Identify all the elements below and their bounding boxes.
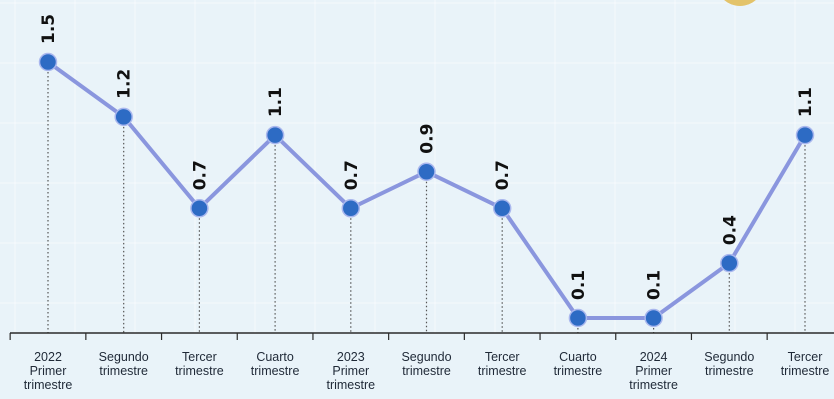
value-label: 0.1: [569, 270, 589, 300]
value-label: 0.7: [342, 160, 362, 190]
x-tick-label-line: Tercer: [788, 350, 823, 364]
x-tick-label: Segundo trimestre: [401, 350, 451, 378]
x-tick-label-line: trimestre: [99, 364, 148, 378]
x-tick-label-line: Segundo: [99, 350, 149, 364]
x-tick-label-line: 2024: [640, 350, 668, 364]
data-point: [114, 107, 133, 127]
x-tick-label-line: trimestre: [175, 364, 224, 378]
value-label: 1.2: [115, 69, 135, 99]
value-label: 0.9: [418, 124, 438, 154]
data-markers: [38, 52, 815, 328]
x-tick-label-line: Tercer: [485, 350, 520, 364]
x-tick-label-line: Tercer: [182, 350, 217, 364]
data-point: [492, 199, 512, 218]
x-tick-label-line: Segundo: [401, 350, 451, 364]
value-label: 1.5: [39, 14, 59, 44]
x-tick-label: Tercer trimestre: [478, 350, 527, 378]
x-tick-label-line: trimestre: [478, 364, 527, 378]
value-label: 0.4: [720, 215, 740, 245]
x-tick-label-line: trimestre: [251, 364, 300, 378]
x-tick-label: Cuarto trimestre: [251, 350, 300, 378]
value-label: 0.7: [190, 160, 210, 190]
data-point: [265, 125, 285, 145]
data-point: [417, 162, 436, 181]
x-axis: [9, 332, 834, 340]
x-tick-label: Tercer trimestre: [781, 350, 830, 378]
x-tick-label-line: trimestre: [554, 364, 603, 378]
x-tick-label-line: trimestre: [629, 378, 678, 392]
coin-decoration: [724, 0, 756, 6]
x-tick-label-line: Cuarto: [256, 350, 294, 364]
value-label: 0.7: [493, 160, 513, 190]
data-point: [644, 308, 663, 328]
x-tick-label: 2023 Primer trimestre: [326, 350, 375, 392]
x-tick-label: Cuarto trimestre: [554, 350, 603, 378]
x-tick-label-line: 2022: [34, 350, 62, 364]
data-point: [795, 125, 815, 145]
x-tick-label: Tercer trimestre: [175, 350, 224, 378]
value-label: 0.1: [645, 270, 665, 300]
x-tick-label-line: Primer: [635, 364, 672, 378]
data-point: [341, 199, 361, 218]
x-tick-label-line: Primer: [30, 364, 67, 378]
x-tick-label-line: Primer: [332, 364, 369, 378]
x-tick-label: 2022 Primer trimestre: [24, 350, 73, 392]
x-tick-label-line: trimestre: [326, 378, 375, 392]
value-label: 1.1: [266, 87, 286, 117]
x-tick-label-line: Segundo: [704, 350, 754, 364]
x-tick-label: Segundo trimestre: [99, 350, 149, 378]
x-tick-label: 2024 Primer trimestre: [629, 350, 678, 392]
x-tick-label-line: trimestre: [402, 364, 451, 378]
x-tick-label-line: trimestre: [705, 364, 754, 378]
x-tick-label-line: 2023: [337, 350, 365, 364]
grid-lines: [0, 0, 834, 333]
x-tick-label: Segundo trimestre: [704, 350, 754, 378]
data-point: [568, 308, 588, 328]
data-point: [720, 253, 739, 273]
data-point: [190, 199, 209, 218]
value-labels: 1.5 1.2 0.7 1.1 0.7 0.9 0.7 0.1 0.1 0.4 1.1: [39, 14, 816, 300]
x-tick-label-line: trimestre: [24, 378, 73, 392]
x-tick-label-line: trimestre: [781, 364, 830, 378]
x-tick-label-line: Cuarto: [559, 350, 597, 364]
data-point: [38, 52, 58, 72]
value-label: 1.1: [796, 87, 816, 117]
